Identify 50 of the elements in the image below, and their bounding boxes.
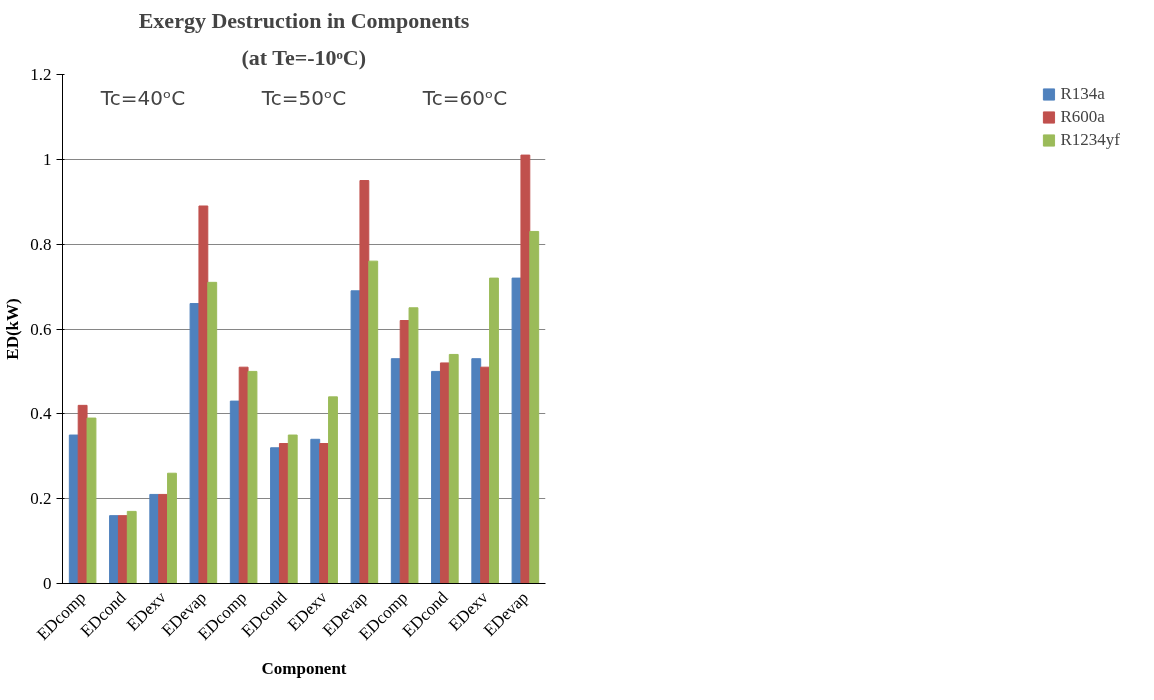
bar bbox=[247, 370, 258, 584]
bar bbox=[520, 154, 531, 584]
y-tick-label: 1 bbox=[43, 149, 52, 169]
y-tick-label: 1.2 bbox=[30, 65, 52, 84]
bar bbox=[439, 362, 450, 584]
bar bbox=[278, 443, 289, 584]
bar bbox=[390, 358, 401, 584]
bar bbox=[86, 417, 97, 584]
bar bbox=[480, 366, 491, 584]
y-tick-label: 0.4 bbox=[30, 404, 52, 424]
y-axis-title: ED(kW) bbox=[3, 298, 23, 360]
bar bbox=[229, 400, 240, 584]
bar bbox=[529, 230, 540, 584]
bar bbox=[319, 443, 330, 584]
x-axis-title: Component bbox=[261, 658, 347, 678]
bar bbox=[207, 281, 218, 584]
bar bbox=[471, 358, 482, 584]
bar bbox=[167, 472, 177, 584]
bar bbox=[149, 493, 160, 584]
bar bbox=[431, 370, 441, 584]
bar bbox=[198, 205, 209, 584]
bar bbox=[189, 303, 200, 584]
y-tick-label: 0 bbox=[43, 574, 52, 593]
y-tick-label: 0.2 bbox=[30, 489, 52, 509]
y-tick-label: 0.6 bbox=[30, 319, 52, 339]
legend-label: R1234yf bbox=[1060, 130, 1120, 150]
legend-label: R134a bbox=[1060, 84, 1105, 104]
bar bbox=[270, 447, 280, 584]
bar bbox=[368, 260, 379, 584]
bar bbox=[511, 277, 522, 584]
bar bbox=[158, 493, 169, 584]
annotation: Tc=60ᵒC bbox=[421, 86, 508, 111]
annotation: Tc=50ᵒC bbox=[260, 86, 347, 111]
bar bbox=[68, 434, 79, 584]
bar bbox=[408, 307, 419, 584]
annotation: Tc=40ᵒC bbox=[99, 86, 186, 111]
bar bbox=[448, 353, 459, 584]
bar bbox=[117, 515, 128, 584]
bar bbox=[287, 434, 298, 584]
y-tick-label: 0.8 bbox=[30, 234, 52, 254]
chart-subtitle: (at Te=-10ᵒC) bbox=[241, 44, 367, 70]
legend-label: R600a bbox=[1060, 107, 1105, 127]
bar bbox=[350, 290, 361, 584]
bar bbox=[489, 277, 499, 584]
bar bbox=[328, 396, 338, 584]
bar bbox=[109, 515, 119, 584]
chart-title: Exergy Destruction in Components bbox=[138, 7, 470, 33]
bar bbox=[359, 180, 370, 584]
bar bbox=[126, 510, 137, 584]
bar bbox=[310, 438, 321, 584]
